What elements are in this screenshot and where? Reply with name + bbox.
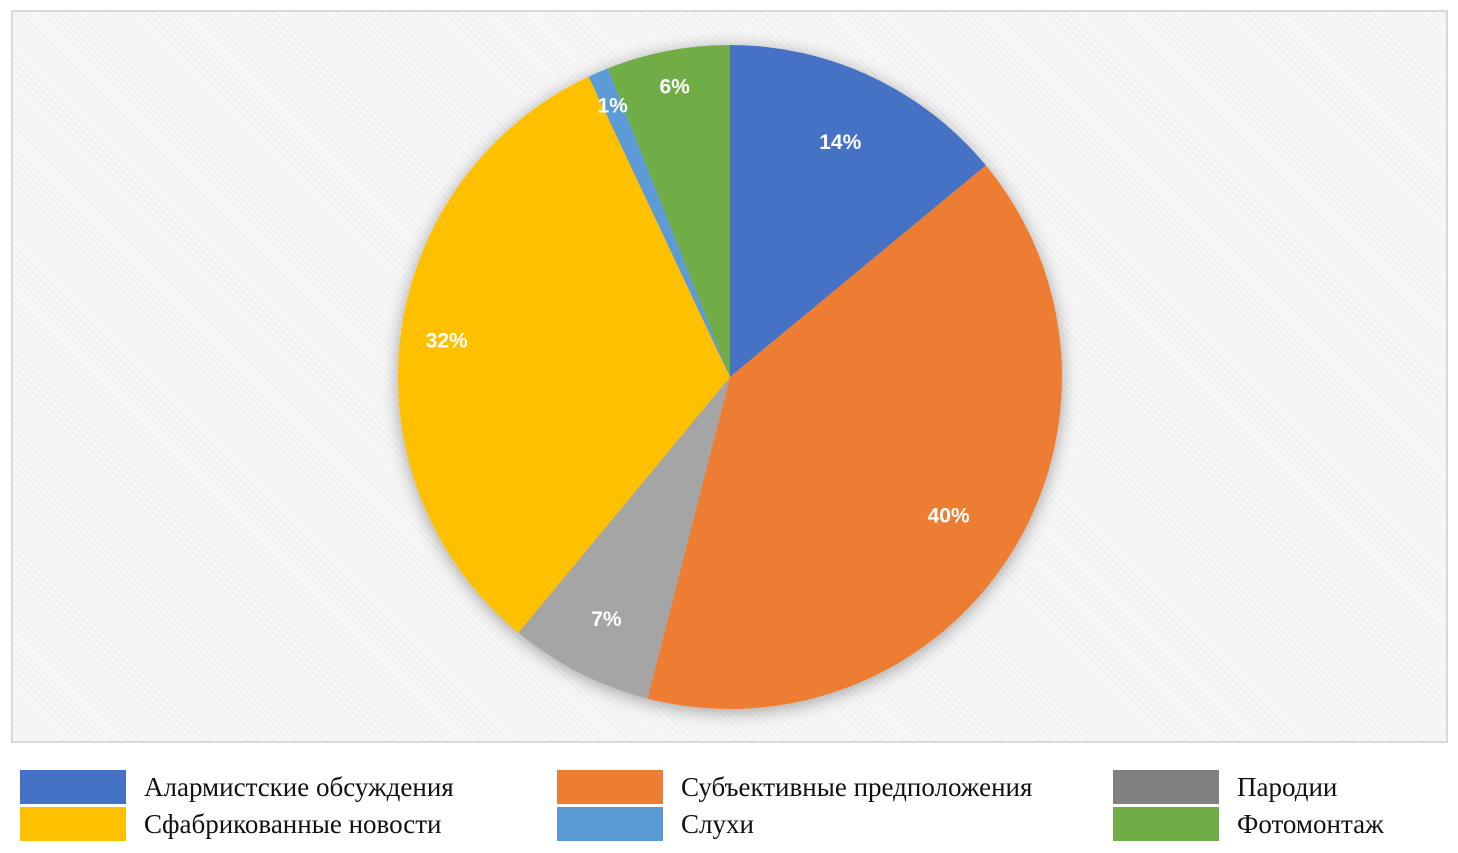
pie-slices — [398, 45, 1062, 709]
legend-swatch-parodies — [1113, 770, 1219, 804]
pie-chart: 14% 40% 7% 32% 1% 6% — [398, 45, 1062, 709]
legend-label-photomontage: Фотомонтаж — [1237, 808, 1384, 839]
pie-slice-rumors — [588, 68, 730, 377]
data-label-fabricated: 32% — [426, 330, 468, 353]
legend-label-parodies: Пародии — [1237, 771, 1338, 802]
legend-item-subjective: Субъективные предположения — [557, 769, 1032, 805]
legend-label-alarmist: Алармистские обсуждения — [144, 771, 454, 802]
legend-swatch-photomontage — [1113, 807, 1219, 841]
legend-label-subjective: Субъективные предположения — [681, 771, 1033, 802]
pie-slice-fabricated — [398, 76, 730, 633]
legend-swatch-fabricated — [20, 807, 126, 841]
legend-swatch-subjective — [557, 770, 663, 804]
data-label-alarmist: 14% — [819, 131, 861, 154]
legend-swatch-alarmist — [20, 770, 126, 804]
data-label-rumors: 1% — [597, 94, 628, 117]
pie-slice-alarmist — [730, 45, 986, 377]
legend-swatch-rumors — [557, 807, 663, 841]
pie-slice-parodies — [518, 377, 730, 699]
legend-item-parodies: Пародии — [1113, 769, 1337, 805]
legend-item-photomontage: Фотомонтаж — [1113, 806, 1384, 842]
data-label-subjective: 40% — [928, 504, 970, 527]
legend-item-fabricated: Сфабрикованные новости — [20, 806, 442, 842]
legend-label-rumors: Слухи — [681, 808, 754, 839]
data-label-photomontage: 6% — [659, 75, 690, 98]
pie-slice-photomontage — [607, 45, 730, 377]
chart-legend: Алармистские обсуждения Субъективные пре… — [0, 752, 1458, 853]
data-label-parodies: 7% — [591, 608, 622, 631]
legend-label-fabricated: Сфабрикованные новости — [144, 808, 442, 839]
legend-item-rumors: Слухи — [557, 806, 754, 842]
legend-item-alarmist: Алармистские обсуждения — [20, 769, 454, 805]
pie-data-labels: 14% 40% 7% 32% 1% 6% — [426, 75, 970, 631]
pie-slice-subjective — [647, 165, 1062, 709]
